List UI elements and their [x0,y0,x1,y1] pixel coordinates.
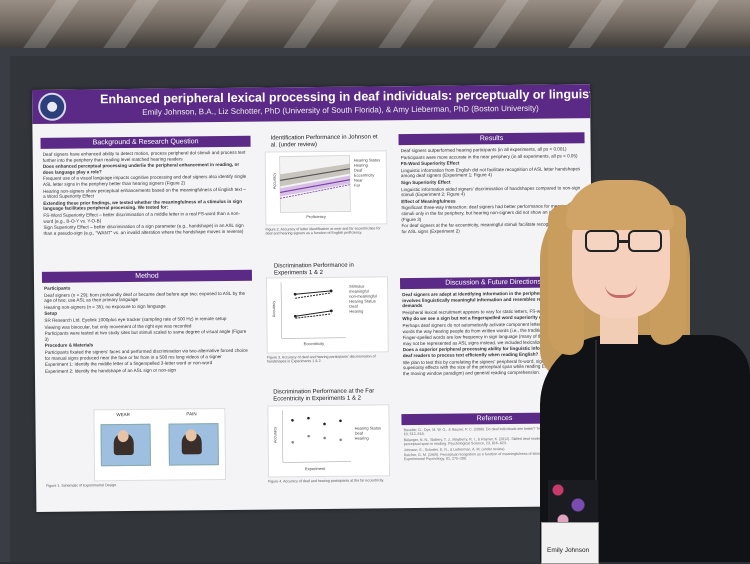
glasses-bridge [617,240,629,243]
ceiling [0,0,750,48]
fig4-chart: Experiment Accuracy Hearing Status Deaf … [267,404,391,478]
presenter-hair-top [566,180,674,230]
badge-name: Emily Johnson [547,547,590,554]
fig2-legend: Hearing Status Hearing Deaf Eccentricity… [353,157,381,188]
background-heading: Background & Research Question [40,135,251,149]
fig3-title: Discrimination Performance in Experiment… [273,262,354,277]
fig4-plot [282,410,351,463]
fig2-chart: Proficiency Accuracy Hearing Status Hear… [264,150,388,226]
lanyard [595,340,627,480]
fig4-ylabel: Accuracy [272,426,278,444]
fig3-ylabel: Accuracy [270,300,277,318]
fig2-caption: Figure 2. Accuracy of letter identificat… [265,226,381,236]
method-text: Participants Deaf signers (n = 29); born… [44,285,248,374]
method-caption: Figure 1. Schematic of Experimental Desi… [46,483,118,488]
fig4-legend: Hearing Status Deaf Hearing [354,425,382,441]
name-badge [541,522,599,564]
fig3-plot [280,282,346,339]
research-poster: Enhanced peripheral lexical processing i… [32,84,595,512]
fig3-xlabel: Eccentricity [303,340,325,347]
university-logo [38,92,67,121]
image-label-wear: WEAR [116,411,130,418]
presenter-smile [605,285,637,298]
glasses-right-lens [628,230,662,252]
fig3-legend: Stimulus meaningful non-meaningful Heari… [349,283,377,314]
image-label-pain: PAIN [186,411,197,417]
fig4-caption: Figure 4. Accuracy of deaf and hearing p… [268,478,385,484]
background-text: Deaf signers have enhanced ability to de… [42,149,247,236]
method-figure: WEAR PAIN [93,407,227,482]
fig2-ylabel: Accuracy [271,172,277,190]
fig2-xlabel: Proficiency [306,213,326,220]
signer-photo [168,423,219,466]
signer-photo [100,423,151,467]
fig3-caption: Figure 3. Accuracy of deaf and hearing p… [266,354,376,364]
method-heading: Method [41,269,253,283]
glasses-left-lens [585,230,619,252]
results-heading: Results [398,132,585,146]
fig4-xlabel: Experiment [304,465,326,472]
fig4-title: Discrimination Performance at the Far Ec… [273,388,375,403]
fig2-title: Identification Performance in Johnson et… [270,134,378,149]
fig2-plot [279,155,351,213]
fig3-chart: Eccentricity Accuracy Stimulus meaningfu… [265,276,389,354]
